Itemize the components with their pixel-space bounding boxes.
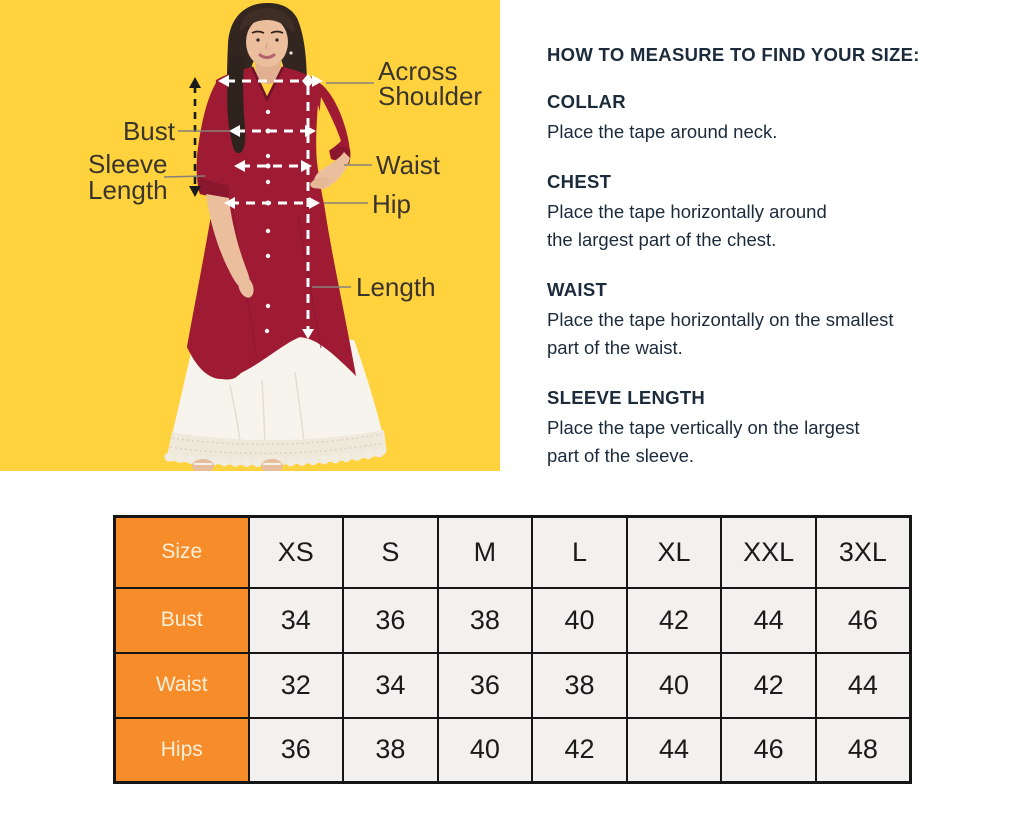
collar-title: COLLAR [547, 91, 626, 112]
chest-body-line1: Place the tape horizontally around [547, 201, 827, 222]
collar-section: COLLAR Place the tape around neck. [547, 90, 972, 146]
arms [206, 152, 350, 298]
lace-band [167, 430, 386, 466]
bust-xl: 42 [625, 586, 723, 654]
hand-on-hip [310, 177, 330, 189]
waist-title: WAIST [547, 279, 608, 300]
feet [192, 459, 283, 471]
header-xs: XS [247, 515, 345, 589]
measurement-lines [218, 74, 323, 339]
waist-l: 38 [531, 651, 628, 719]
hips-xs: 36 [247, 716, 345, 784]
sleeve-length-section: SLEEVE LENGTH Place the tape vertically … [547, 386, 972, 470]
chest-section: CHEST Place the tape horizontally around… [547, 170, 972, 254]
bust-row-label: Bust [113, 586, 250, 654]
bust-label: Bust [123, 116, 176, 146]
bust-s: 36 [342, 586, 439, 654]
sleeve-length-label-line1: Sleeve [88, 149, 168, 179]
how-to-measure-section: HOW TO MEASURE TO FIND YOUR SIZE: COLLAR… [547, 44, 972, 494]
waist-body-line1: Place the tape horizontally on the small… [547, 309, 894, 330]
length-label: Length [356, 272, 436, 302]
header-xl: XL [625, 515, 723, 589]
instructions-heading: HOW TO MEASURE TO FIND YOUR SIZE: [547, 44, 920, 65]
hips-3xl: 48 [814, 716, 912, 784]
label-connectors [163, 82, 374, 288]
waist-section: WAIST Place the tape horizontally on the… [547, 278, 972, 362]
waist-m: 36 [436, 651, 534, 719]
hips-row-label: Hips [113, 716, 250, 784]
header-m: M [436, 515, 534, 589]
bust-3xl: 46 [814, 586, 912, 654]
maroon-kurta [187, 66, 356, 380]
sleeve-length-line [189, 77, 201, 197]
sleeve-length-label-line2: Length [88, 175, 168, 205]
waist-body-line2: part of the waist. [547, 337, 683, 358]
bust-xs: 34 [247, 586, 345, 654]
hips-xxl: 46 [720, 716, 817, 784]
bust-m: 38 [436, 586, 534, 654]
model-measurement-illustration: Bust Sleeve Length Across Shoulder Waist… [0, 0, 500, 471]
face [246, 17, 288, 67]
waist-label: Waist [376, 150, 441, 180]
hair-fringe [240, 8, 295, 34]
bust-xxl: 44 [720, 586, 817, 654]
header-l: L [531, 515, 628, 589]
size-chart-table: Size XS S M L XL XXL 3XL Bust 34 36 38 4… [113, 515, 912, 784]
hip-label: Hip [372, 189, 411, 219]
waist-xs: 32 [247, 651, 345, 719]
chest-body-line2: the largest part of the chest. [547, 229, 777, 250]
left-cuff [198, 176, 229, 201]
across-shoulder-label-line2: Shoulder [378, 81, 482, 111]
sleeve-length-title: SLEEVE LENGTH [547, 387, 706, 408]
header-xxl: XXL [720, 515, 817, 589]
collar-body-line1: Place the tape around neck. [547, 121, 778, 142]
chest-title: CHEST [547, 171, 612, 192]
waist-s: 34 [342, 651, 439, 719]
waist-xl: 40 [625, 651, 723, 719]
hips-row: Hips 36 38 40 42 44 46 48 [113, 716, 912, 784]
bust-l: 40 [531, 586, 628, 654]
across-shoulder-label-line1: Across [378, 56, 457, 86]
waist-xxl: 42 [720, 651, 817, 719]
hips-l: 42 [531, 716, 628, 784]
header-s: S [342, 515, 439, 589]
hips-s: 38 [342, 716, 439, 784]
bust-row: Bust 34 36 38 40 42 44 46 [113, 586, 912, 654]
face-features [251, 30, 284, 59]
sleeve-length-body-line1: Place the tape vertically on the largest [547, 417, 860, 438]
header-size: Size [113, 515, 250, 589]
table-header-row: Size XS S M L XL XXL 3XL [113, 515, 912, 589]
measurement-diagram-panel: Bust Sleeve Length Across Shoulder Waist… [0, 0, 500, 471]
hips-xl: 44 [625, 716, 723, 784]
waist-row-label: Waist [113, 651, 250, 719]
earring [289, 51, 293, 55]
waist-row: Waist 32 34 36 38 40 42 44 [113, 651, 912, 719]
hips-m: 40 [436, 716, 534, 784]
sleeve-length-body-line2: part of the sleeve. [547, 445, 695, 466]
header-3xl: 3XL [814, 515, 912, 589]
waist-3xl: 44 [814, 651, 912, 719]
buttons [264, 109, 271, 334]
